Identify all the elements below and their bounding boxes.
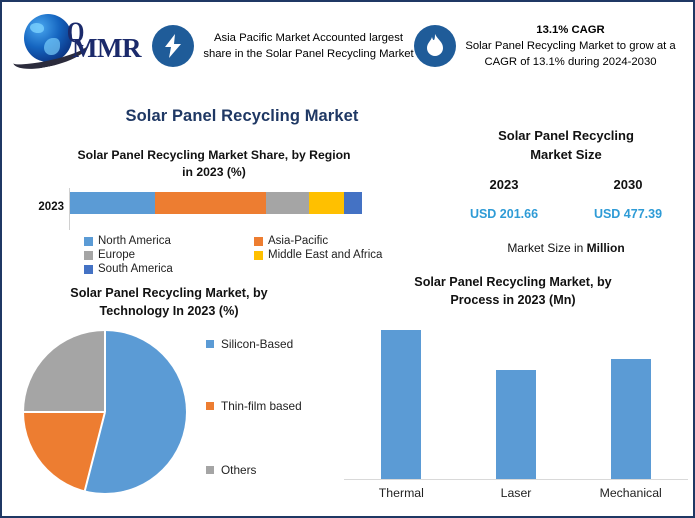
- pie-slice-divider: [24, 411, 105, 413]
- region-segment-3: [309, 191, 345, 214]
- badge-asia-pacific: Asia Pacific Market Accounted largest sh…: [152, 25, 414, 67]
- badge-cagr-text: 13.1% CAGR Solar Panel Recycling Market …: [465, 22, 676, 70]
- flame-icon: [414, 25, 456, 67]
- technology-legend-item[interactable]: Silicon-Based: [206, 337, 293, 351]
- badge-asia-line-2: largest share in the Solar Panel: [203, 31, 403, 60]
- badge-cagr-line-1: Solar Panel Recycling Market: [465, 39, 614, 52]
- market-size-title-line1: Solar Panel Recycling: [498, 128, 634, 143]
- chart-technology-share-pie: [24, 331, 186, 493]
- chart-process-market-title-line2: Process in 2023 (Mn): [450, 292, 576, 307]
- chart-process-market-baseline: [344, 479, 688, 480]
- chart-process-market-title: Solar Panel Recycling Market, by Process…: [338, 274, 688, 309]
- market-size-title-line2: Market Size: [530, 146, 602, 162]
- legend-swatch-icon: [84, 236, 93, 246]
- process-x-label: Laser: [500, 486, 532, 500]
- market-size-year-2030: 2030: [613, 176, 643, 192]
- region-segment-4: [344, 191, 362, 214]
- legend-swatch-icon: [206, 466, 214, 474]
- technology-legend-label: Silicon-Based: [221, 337, 294, 351]
- badge-cagr: 13.1% CAGR Solar Panel Recycling Market …: [414, 22, 676, 70]
- company-logo: Q MMR: [2, 6, 152, 86]
- market-size-values-row: USD 201.66 USD 477.39: [442, 207, 690, 221]
- region-legend-label: Middle East and Africa: [268, 249, 383, 261]
- region-legend-item[interactable]: Asia-Pacific: [254, 235, 424, 247]
- region-legend-item[interactable]: South America: [84, 263, 254, 275]
- chart-process-market-x-labels: Thermal Laser Mechanical: [344, 486, 688, 500]
- chart-region-share-title: Solar Panel Recycling Market Share, by R…: [14, 147, 414, 181]
- process-bar-mechanical: [610, 359, 651, 479]
- technology-legend-label: Thin-film based: [221, 399, 302, 413]
- region-legend-label: South America: [98, 263, 173, 275]
- market-size-unit-value: Million: [586, 240, 625, 255]
- process-bar-thermal: [381, 329, 422, 479]
- region-legend-item[interactable]: Europe: [84, 249, 254, 261]
- region-legend-label: North America: [98, 235, 171, 247]
- market-size-title: Solar Panel Recycling Market Size: [442, 127, 690, 165]
- region-segment-2: [265, 191, 310, 214]
- region-segment-1: [154, 191, 266, 214]
- chart-technology-share-title-line2: Technology In 2023 (%): [99, 303, 239, 318]
- chart-process-market: Solar Panel Recycling Market, by Process…: [338, 274, 690, 514]
- chart-technology-share-legend: Silicon-Based Thin-film based Others: [206, 337, 346, 487]
- chart-region-share-category-label: 2023: [38, 200, 64, 213]
- process-x-label: Mechanical: [599, 486, 662, 500]
- legend-swatch-icon: [206, 402, 214, 410]
- chart-technology-share-title: Solar Panel Recycling Market, by Technol…: [10, 285, 328, 320]
- chart-region-share: Solar Panel Recycling Market Share, by R…: [14, 147, 424, 282]
- chart-region-share-title-line2: in 2023 (%): [182, 164, 246, 179]
- market-size-panel: Solar Panel Recycling Market Size 2023 2…: [442, 127, 690, 277]
- market-size-unit-prefix: Market Size in: [507, 240, 587, 255]
- region-legend-item[interactable]: Middle East and Africa: [254, 249, 424, 261]
- bolt-icon: [152, 25, 194, 67]
- chart-region-share-legend: North America Asia-Pacific Europe Middle Ea…: [84, 235, 424, 277]
- region-legend-item[interactable]: North America: [84, 235, 254, 247]
- market-size-unit-note: Market Size in Million: [442, 241, 690, 255]
- region-legend-label: Europe: [98, 249, 136, 261]
- legend-swatch-icon: [254, 250, 263, 260]
- chart-region-share-stacked-bar: [70, 191, 362, 214]
- page-title: Solar Panel Recycling Market: [125, 107, 359, 125]
- badge-asia-line-1: Asia Pacific Market Accounted: [213, 31, 366, 44]
- pie-slice-divider: [83, 411, 106, 491]
- process-x-label: Thermal: [378, 486, 424, 500]
- logo-q-glyph: Q: [66, 16, 85, 49]
- process-bar-laser: [496, 369, 536, 479]
- legend-swatch-icon: [84, 250, 93, 260]
- technology-legend-item[interactable]: Others: [206, 463, 256, 477]
- badge-asia-pacific-text: Asia Pacific Market Accounted largest sh…: [203, 30, 414, 62]
- legend-swatch-icon: [206, 340, 214, 348]
- legend-swatch-icon: [254, 236, 263, 246]
- pie-slice-divider: [104, 331, 106, 412]
- market-size-year-2023: 2023: [489, 176, 519, 192]
- technology-legend-label: Others: [221, 463, 257, 477]
- technology-legend-item[interactable]: Thin-film based: [206, 399, 302, 413]
- badge-cagr-line-2: to grow at a CAGR of 13.1%: [484, 39, 676, 69]
- header-bar: Q MMR Asia Pacific Market Accounted larg…: [2, 2, 693, 90]
- market-size-years-row: 2023 2030: [442, 177, 690, 192]
- logo-brand-text: MMR: [72, 33, 141, 63]
- chart-technology-share-title-line1: Solar Panel Recycling Market, by: [70, 286, 268, 300]
- chart-technology-share: Solar Panel Recycling Market, by Technol…: [10, 285, 340, 515]
- legend-swatch-icon: [84, 264, 93, 274]
- badge-cagr-line-3: during 2024-2030: [567, 56, 657, 69]
- market-size-value-2023: USD 201.66: [469, 206, 539, 221]
- chart-region-share-plot: 2023: [14, 187, 424, 230]
- chart-process-market-plot: [344, 322, 688, 480]
- region-segment-0: [70, 191, 155, 214]
- market-size-value-2030: USD 477.39: [593, 206, 663, 221]
- chart-region-share-axis: [69, 187, 70, 230]
- region-legend-label: Asia-Pacific: [268, 235, 329, 247]
- chart-region-share-title-line1: Solar Panel Recycling Market Share, by R…: [77, 148, 351, 162]
- chart-process-market-title-line1: Solar Panel Recycling Market, by: [414, 275, 612, 289]
- badge-cagr-headline: 13.1% CAGR: [536, 23, 605, 36]
- badge-asia-line-3: Recycling Market: [327, 48, 414, 60]
- globe-icon: [24, 14, 72, 62]
